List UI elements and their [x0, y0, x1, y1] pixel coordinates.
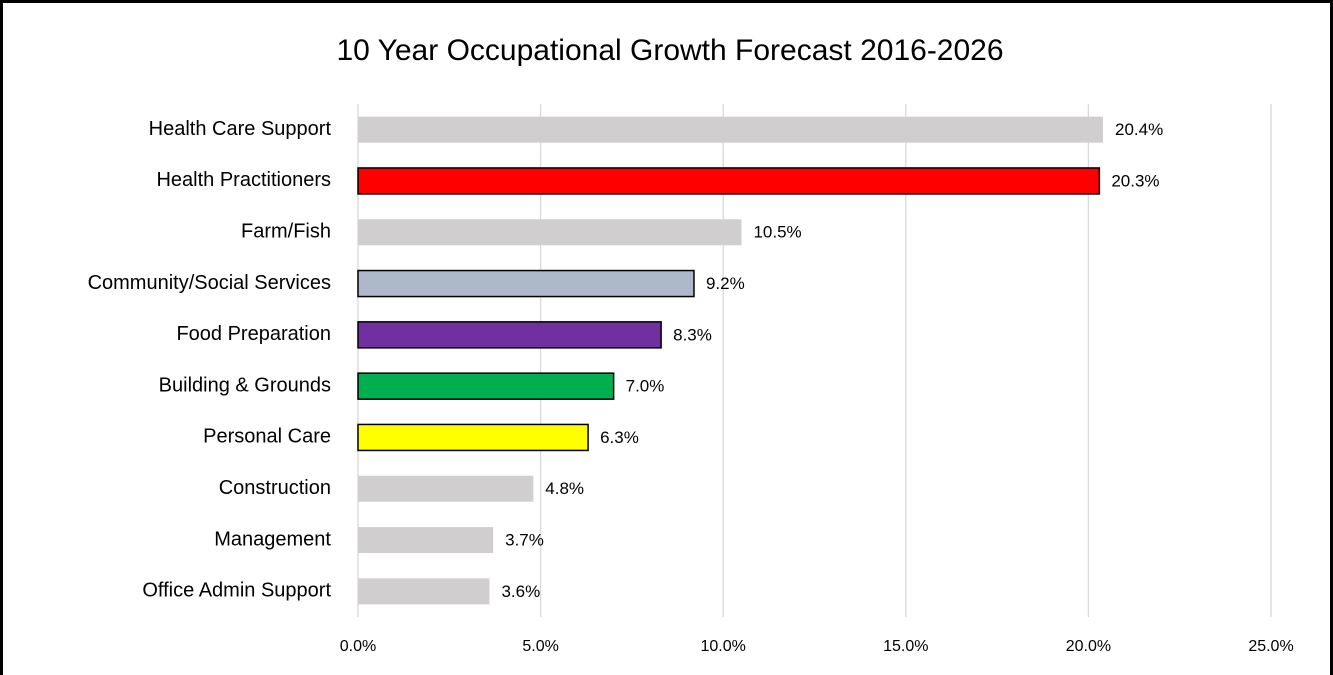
y-tick-label: Personal Care: [203, 426, 331, 448]
bar: [358, 219, 742, 246]
data-label: 8.3%: [673, 325, 712, 344]
chart-title: 10 Year Occupational Growth Forecast 201…: [336, 34, 1003, 67]
data-label: 20.3%: [1111, 171, 1159, 190]
bar: [357, 321, 662, 349]
y-tick-label: Building & Grounds: [159, 374, 331, 396]
x-tick-label: 15.0%: [883, 638, 928, 655]
y-tick-label: Community/Social Services: [88, 272, 331, 294]
data-label: 6.3%: [600, 428, 639, 447]
y-tick-label: Health Practitioners: [156, 169, 331, 191]
bar: [358, 475, 534, 502]
bar: [357, 372, 615, 400]
x-tick-label: 25.0%: [1248, 638, 1293, 655]
data-label: 3.6%: [501, 582, 540, 601]
y-tick-label: Construction: [219, 477, 331, 499]
y-tick-label: Food Preparation: [176, 323, 331, 345]
data-label: 20.4%: [1115, 120, 1163, 139]
bar: [357, 269, 695, 298]
data-label: 3.7%: [505, 531, 544, 550]
x-tick-label: 5.0%: [522, 638, 558, 655]
x-tick-label: 0.0%: [340, 638, 376, 655]
data-label: 9.2%: [706, 274, 745, 293]
y-tick-label: Office Admin Support: [142, 580, 331, 602]
bar: [358, 116, 1104, 143]
x-tick-label: 10.0%: [701, 638, 746, 655]
data-label: 7.0%: [626, 377, 665, 396]
y-tick-label: Farm/Fish: [241, 221, 331, 243]
bar: [358, 527, 494, 554]
y-tick-label: Management: [214, 528, 331, 550]
y-tick-label: Health Care Support: [149, 118, 332, 140]
bar: [357, 167, 1101, 195]
x-tick-label: 20.0%: [1066, 638, 1111, 655]
data-label: 10.5%: [753, 223, 801, 242]
bar: [357, 423, 589, 452]
bar: [358, 578, 490, 605]
data-label: 4.8%: [545, 479, 584, 498]
